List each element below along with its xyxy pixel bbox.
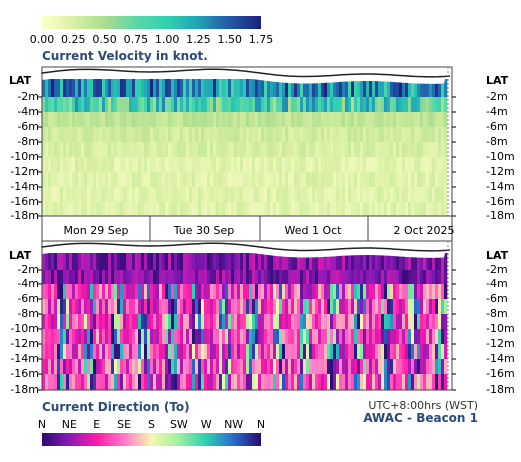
direction-lat-label-left: LAT (9, 249, 32, 262)
direction-tide-line (41, 242, 451, 252)
direction-depth-label-right: -6m (486, 292, 508, 305)
direction-depth-label: -16m (10, 367, 39, 380)
velocity-depth-label: -8m (17, 135, 39, 148)
station-label: AWAC - Beacon 1 (363, 411, 478, 425)
velocity-colorbar (42, 16, 261, 29)
direction-lat-label-right: LAT (486, 249, 509, 262)
direction-depth-label-right: -8m (486, 307, 508, 320)
velocity-depth-label: -10m (10, 150, 39, 163)
time-axis-label: Tue 30 Sep (173, 224, 235, 237)
velocity-depth-label: -12m (10, 165, 39, 178)
direction-depth-label: -6m (17, 292, 39, 305)
direction-tick: SW (169, 418, 188, 431)
velocity-depth-label: -14m (10, 180, 39, 193)
velocity-depth-label-right: -8m (486, 135, 508, 148)
timezone-label: UTC+8:00hrs (WST) (368, 399, 478, 412)
direction-colorbar (42, 433, 261, 446)
direction-depth-label: -4m (17, 277, 39, 290)
direction-depth-label: -10m (10, 322, 39, 335)
direction-depth-label-right: -10m (486, 322, 515, 335)
velocity-depth-label-right: -12m (486, 165, 515, 178)
direction-tick: NW (224, 418, 244, 431)
velocity-depth-label-right: -14m (486, 180, 515, 193)
direction-depth-label-right: -16m (486, 367, 515, 380)
velocity-depth-label: -4m (17, 105, 39, 118)
velocity-depth-label-right: -4m (486, 105, 508, 118)
direction-tick: W (200, 418, 212, 431)
direction-title: Current Direction (To) (42, 400, 190, 414)
velocity-tide-line (41, 68, 451, 78)
direction-depth-label: -14m (10, 352, 39, 365)
direction-tick: NE (61, 418, 77, 431)
velocity-lat-label-left: LAT (9, 74, 32, 87)
direction-depth-label: -8m (17, 307, 39, 320)
direction-depth-label: -12m (10, 337, 39, 350)
time-axis-label: Mon 29 Sep (63, 224, 129, 237)
velocity-tick: 1.00 (154, 33, 180, 46)
velocity-depth-label-right: -6m (486, 120, 508, 133)
velocity-depth-label-right: -2m (486, 90, 508, 103)
velocity-depth-label: -2m (17, 90, 39, 103)
direction-heatmap (42, 253, 448, 391)
direction-tick: N (37, 418, 47, 431)
velocity-lat-label-right: LAT (486, 74, 509, 87)
direction-tick: E (93, 418, 101, 431)
direction-depth-label-right: -2m (486, 263, 508, 276)
velocity-tick: 0.50 (92, 33, 117, 46)
direction-tick: N (256, 418, 266, 431)
velocity-depth-label-right: -18m (486, 209, 515, 222)
velocity-depth-label: -16m (10, 195, 39, 208)
velocity-tick: 1.25 (186, 33, 211, 46)
direction-depth-label-right: -14m (486, 352, 515, 365)
direction-depth-label-right: -12m (486, 337, 515, 350)
velocity-depth-label-right: -10m (486, 150, 515, 163)
time-axis-label: 2 Oct 2025 (393, 224, 455, 237)
velocity-depth-label-right: -16m (486, 195, 515, 208)
velocity-title: Current Velocity in knot. (42, 49, 208, 63)
direction-tick: SE (117, 418, 132, 431)
direction-depth-label-right: -18m (486, 383, 515, 396)
velocity-depth-label: -6m (17, 120, 39, 133)
direction-tick: S (148, 418, 155, 431)
velocity-tick: 1.75 (248, 33, 274, 46)
direction-depth-label: -18m (10, 383, 39, 396)
velocity-tick: 0.25 (61, 33, 86, 46)
velocity-depth-label: -18m (10, 209, 39, 222)
direction-frame (41, 240, 453, 391)
time-axis-label: Wed 1 Oct (284, 224, 342, 237)
direction-depth-label: -2m (17, 263, 39, 276)
direction-depth-label-right: -4m (486, 277, 508, 290)
velocity-tick: 0.75 (123, 33, 149, 46)
velocity-tick: 0.00 (29, 33, 55, 46)
time-axis-band (41, 215, 453, 242)
velocity-tick: 1.50 (217, 33, 242, 46)
velocity-heatmap (42, 79, 448, 217)
